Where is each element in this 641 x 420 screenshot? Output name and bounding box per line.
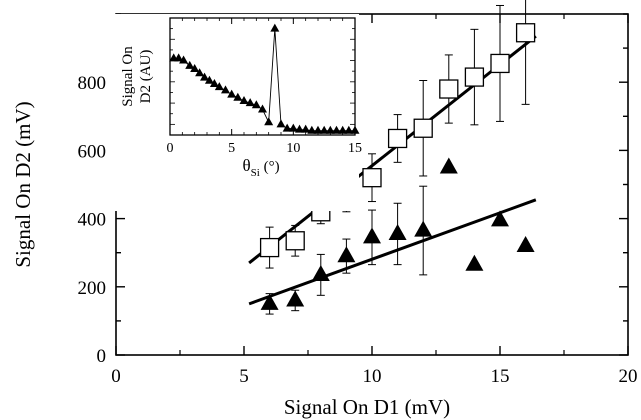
y-tick-label: 600 [78, 141, 107, 162]
inset-x-tick-label: 10 [286, 141, 300, 156]
inset-data-point [195, 68, 205, 77]
inset-data-point [270, 23, 280, 32]
data-point [259, 237, 280, 258]
x-axis-title: Signal On D1 (mV) [284, 395, 450, 419]
inset-data-point [214, 82, 224, 91]
y-tick-label: 800 [78, 73, 107, 94]
series-2 [248, 157, 537, 315]
inset-x-tick-label: 15 [348, 141, 362, 156]
data-point [439, 157, 458, 174]
data-point [311, 264, 330, 281]
data-point [491, 210, 509, 227]
inset-data-point [251, 100, 261, 109]
inset-data-point [245, 98, 255, 107]
inset-data-point [307, 125, 317, 134]
data-point [286, 290, 305, 307]
inset-y-axis-title-line: Signal On [120, 46, 136, 107]
data-point [285, 231, 305, 251]
inset-y-axis-title-line: D2 (AU) [138, 50, 154, 104]
data-point [490, 53, 510, 74]
data-point [439, 79, 459, 99]
inset-data-point [190, 64, 200, 73]
data-point [388, 224, 407, 241]
data-point [465, 254, 484, 271]
data-point [515, 23, 536, 43]
inset-data-point [319, 125, 329, 134]
inset-data-point [227, 89, 237, 98]
x-tick-label: 15 [491, 366, 510, 387]
y-tick-label: 400 [78, 210, 107, 231]
y-tick-label: 0 [97, 346, 107, 367]
x-tick-label: 0 [111, 366, 121, 387]
inset-data-point [258, 104, 267, 113]
data-point [387, 128, 408, 149]
inset-data-point [200, 72, 210, 81]
inset-data-point [185, 60, 195, 69]
inset-background [110, 14, 359, 211]
data-point [516, 235, 535, 252]
data-point [337, 246, 356, 263]
inset-data-point [313, 125, 323, 134]
data-point [414, 220, 433, 237]
inset-x-tick-label: 0 [167, 141, 174, 156]
inset-data-point [301, 124, 311, 133]
inset-data-point [338, 125, 348, 134]
x-tick-label: 20 [619, 366, 638, 387]
x-tick-label: 10 [363, 366, 382, 387]
data-point [413, 118, 433, 138]
data-point [260, 293, 279, 310]
inset-frame [169, 17, 356, 136]
inset-data-point [288, 123, 298, 132]
inset-plot: 0 5 10 15 θSi (°) Signal On D2 (AU) [110, 14, 362, 211]
inset-x-tick-label: 5 [228, 141, 235, 156]
inset-data-point [332, 125, 341, 134]
x-tick-label: 5 [239, 366, 249, 387]
data-point [464, 67, 485, 87]
inset-x-axis-title: θSi (°) [243, 156, 280, 179]
inset-data-point [344, 125, 354, 134]
inset-data-point [174, 53, 184, 62]
inset-data-point [325, 125, 335, 134]
inset-data-point [209, 78, 219, 87]
fit-line [248, 198, 537, 306]
inset-data-point [233, 92, 243, 101]
y-axis-title: Signal On D2 (mV) [11, 101, 35, 267]
inset-data-point [264, 117, 274, 126]
inset-data-point [350, 125, 360, 134]
inset-data-point [221, 85, 230, 94]
y-tick-label: 200 [78, 278, 107, 299]
inset-data-point [204, 75, 214, 84]
inset-data-point [239, 95, 249, 104]
inset-data-point [179, 55, 189, 64]
data-point [363, 227, 381, 244]
inset-data-point [276, 119, 286, 128]
inset-data-point [295, 124, 304, 133]
inset-data-point [282, 123, 292, 132]
data-point [362, 168, 382, 188]
